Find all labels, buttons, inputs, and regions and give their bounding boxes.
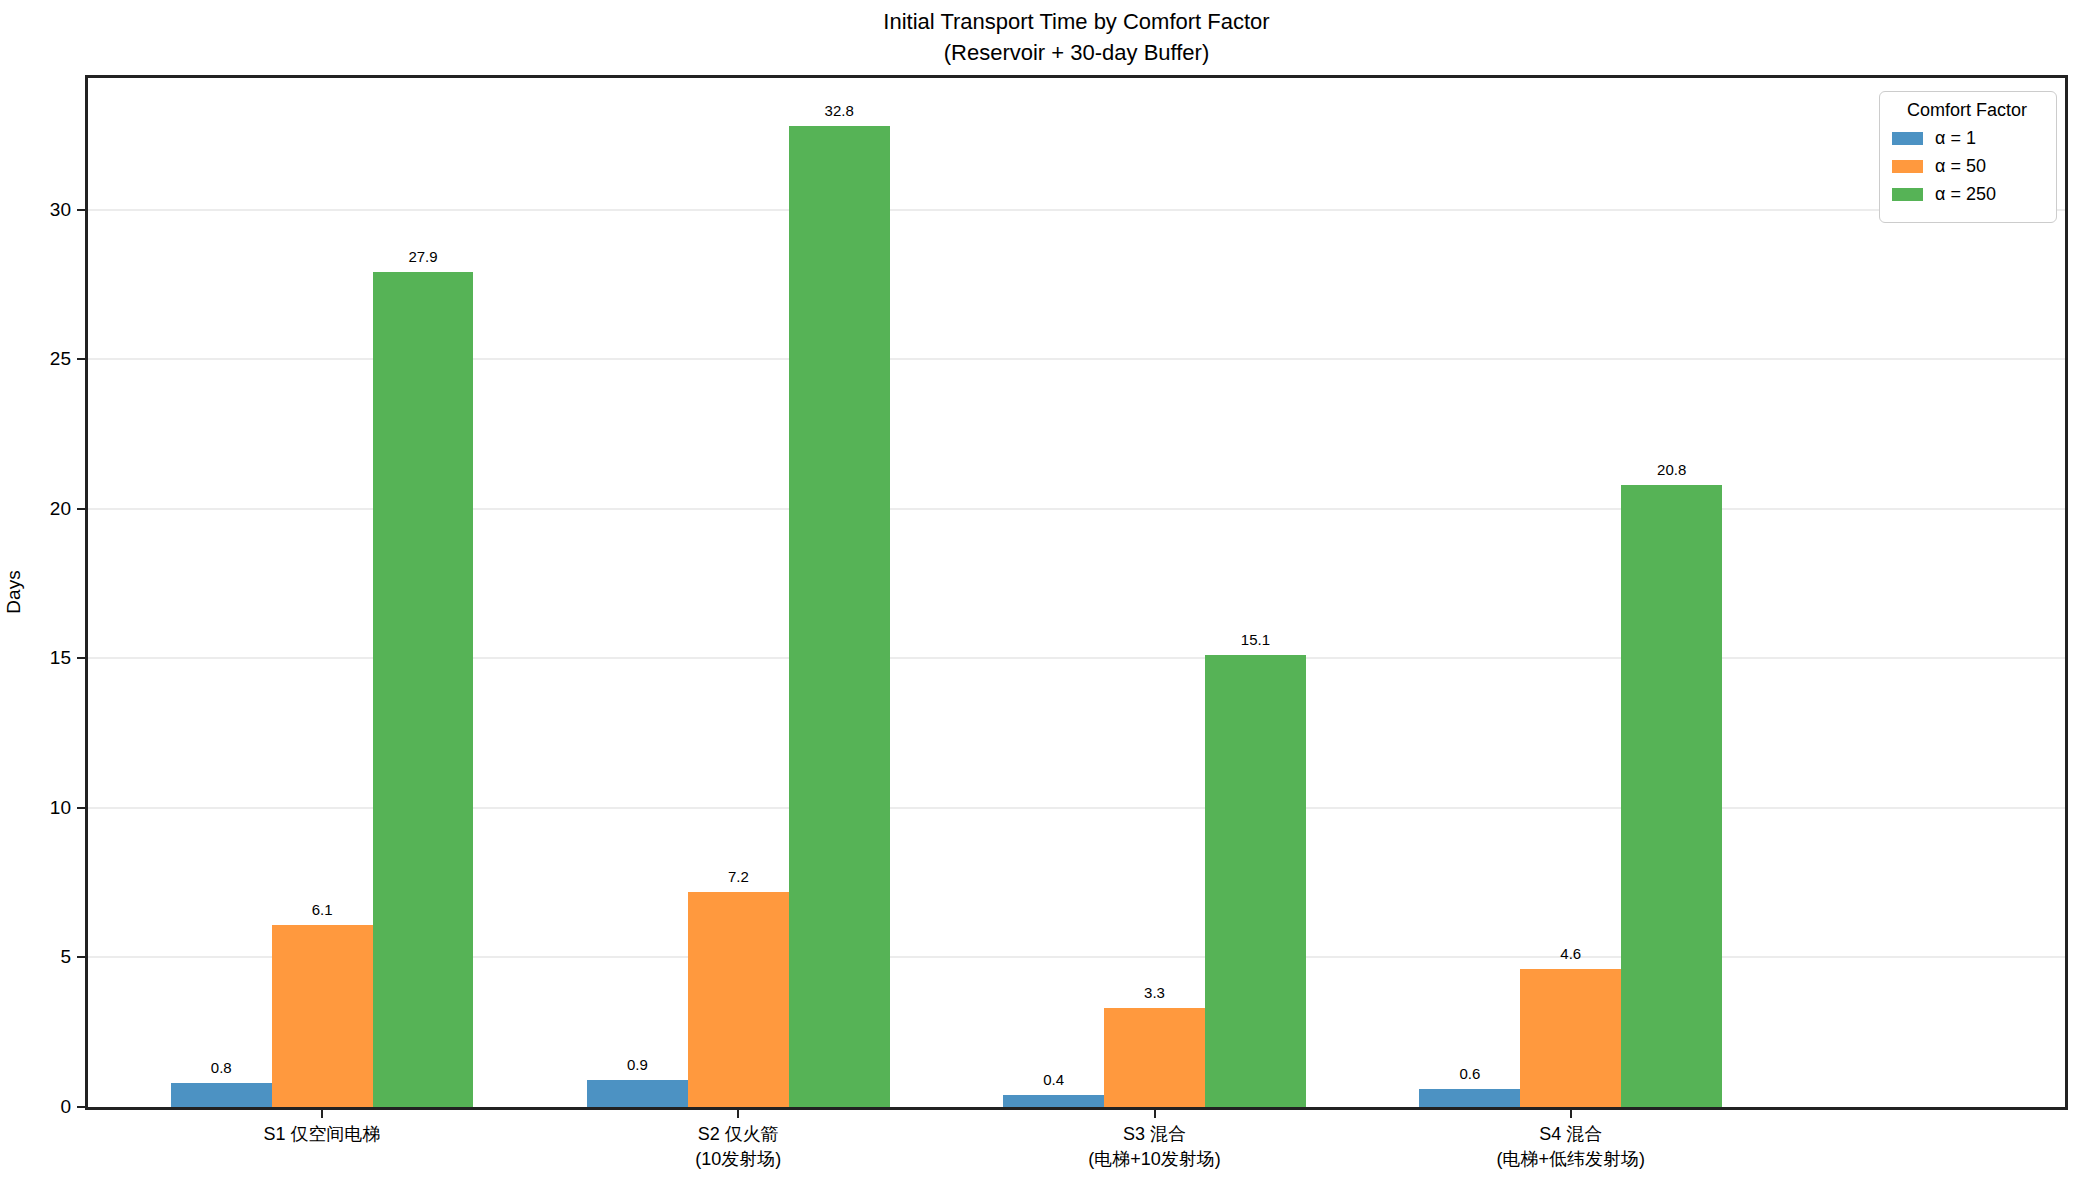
bar-α=1-cat2 <box>587 1080 688 1107</box>
bar-value-label: 4.6 <box>1560 945 1581 962</box>
y-tick-mark-15 <box>77 657 85 659</box>
x-tick-label-line: S2 仅火箭 <box>695 1122 781 1147</box>
y-tick-label-5: 5 <box>11 946 71 968</box>
legend-swatch <box>1892 132 1923 145</box>
bar-α=50-cat1 <box>272 925 373 1107</box>
x-tick-label-line: S3 混合 <box>1088 1122 1221 1147</box>
plot-inner: 0.8 0.9 0.4 0.6 6.1 7.2 3.3 4.6 27.9 32.8 15.1 20.8 <box>88 78 2065 1107</box>
bar-value-label: 3.3 <box>1144 984 1165 1001</box>
bar-α=50-cat3 <box>1104 1008 1205 1107</box>
y-tick-mark-25 <box>77 358 85 360</box>
y-tick-mark-20 <box>77 508 85 510</box>
legend: Comfort Factor α = 1 α = 50 α = 250 <box>1879 91 2057 223</box>
y-tick-label-20: 20 <box>11 498 71 520</box>
legend-item: α = 1 <box>1892 128 2042 149</box>
legend-swatch <box>1892 188 1923 201</box>
bar-value-label: 0.4 <box>1043 1071 1064 1088</box>
x-tick-label-line: (电梯+10发射场) <box>1088 1147 1221 1172</box>
bar-α=50-cat2 <box>688 892 789 1107</box>
x-tick-mark-3 <box>1154 1110 1156 1118</box>
legend-items: α = 1 α = 50 α = 250 <box>1892 128 2042 205</box>
bar-α=250-cat4 <box>1621 485 1722 1107</box>
legend-item: α = 250 <box>1892 184 2042 205</box>
legend-title: Comfort Factor <box>1892 100 2042 121</box>
bar-chart-figure: Initial Transport Time by Comfort Factor… <box>0 0 2085 1181</box>
bar-value-label: 32.8 <box>825 102 854 119</box>
chart-subtitle: (Reservoir + 30-day Buffer) <box>85 37 2068 68</box>
bar-value-label: 0.8 <box>211 1059 232 1076</box>
bar-value-label: 15.1 <box>1241 631 1270 648</box>
y-tick-label-10: 10 <box>11 797 71 819</box>
bar-value-label: 20.8 <box>1657 461 1686 478</box>
legend-swatch <box>1892 160 1923 173</box>
x-tick-label-3: S3 混合(电梯+10发射场) <box>1088 1122 1221 1172</box>
bar-α=250-cat1 <box>373 272 474 1107</box>
bar-value-label: 6.1 <box>312 901 333 918</box>
x-tick-label-line: S4 混合 <box>1497 1122 1646 1147</box>
bar-α=1-cat3 <box>1003 1095 1104 1107</box>
x-tick-label-1: S1 仅空间电梯 <box>264 1122 381 1147</box>
x-tick-label-line: (10发射场) <box>695 1147 781 1172</box>
y-tick-label-15: 15 <box>11 647 71 669</box>
y-tick-label-30: 30 <box>11 199 71 221</box>
bar-α=250-cat2 <box>789 126 890 1107</box>
x-tick-mark-2 <box>737 1110 739 1118</box>
y-tick-mark-0 <box>77 1106 85 1108</box>
bar-value-label: 7.2 <box>728 868 749 885</box>
x-tick-label-line: (电梯+低纬发射场) <box>1497 1147 1646 1172</box>
x-tick-label-2: S2 仅火箭(10发射场) <box>695 1122 781 1172</box>
legend-item-label: α = 250 <box>1935 184 1996 205</box>
plot-area: 0.8 0.9 0.4 0.6 6.1 7.2 3.3 4.6 27.9 32.8 15.1 20.8… <box>85 75 2068 1110</box>
legend-item-label: α = 1 <box>1935 128 1976 149</box>
bar-α=50-cat4 <box>1520 969 1621 1107</box>
chart-title-block: Initial Transport Time by Comfort Factor… <box>85 6 2068 68</box>
y-tick-mark-5 <box>77 956 85 958</box>
x-tick-mark-4 <box>1570 1110 1572 1118</box>
bar-value-label: 0.9 <box>627 1056 648 1073</box>
bar-α=1-cat1 <box>171 1083 272 1107</box>
gridline-y-30 <box>88 209 2065 211</box>
bar-α=1-cat4 <box>1419 1089 1520 1107</box>
x-tick-mark-1 <box>321 1110 323 1118</box>
legend-item-label: α = 50 <box>1935 156 1986 177</box>
y-axis-label: Days <box>3 570 25 613</box>
bar-α=250-cat3 <box>1205 655 1306 1107</box>
y-tick-mark-30 <box>77 209 85 211</box>
x-tick-label-line: S1 仅空间电梯 <box>264 1122 381 1147</box>
bar-value-label: 0.6 <box>1459 1065 1480 1082</box>
y-tick-label-0: 0 <box>11 1096 71 1118</box>
legend-item: α = 50 <box>1892 156 2042 177</box>
y-tick-label-25: 25 <box>11 348 71 370</box>
chart-title: Initial Transport Time by Comfort Factor <box>85 6 2068 37</box>
y-tick-mark-10 <box>77 807 85 809</box>
bar-value-label: 27.9 <box>408 248 437 265</box>
x-tick-label-4: S4 混合(电梯+低纬发射场) <box>1497 1122 1646 1172</box>
